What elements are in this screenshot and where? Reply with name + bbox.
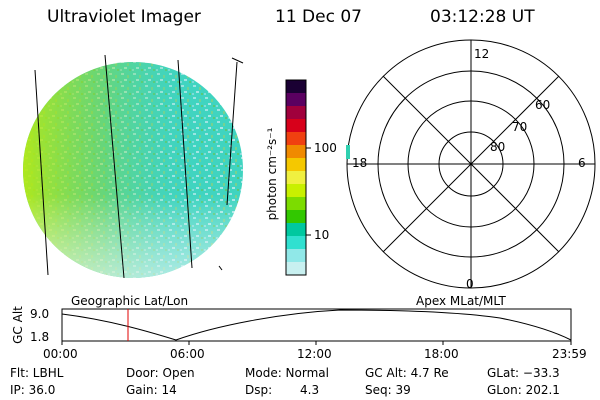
gc-alt-info: GC Alt: 4.7 Re — [365, 366, 449, 380]
y-tick-label: 9.0 — [30, 307, 50, 321]
colorbar-segment — [286, 132, 306, 146]
meridian-line — [177, 59, 193, 269]
timeline-frame — [61, 308, 572, 342]
polar-diagonal — [382, 75, 560, 253]
colorbar-frame — [285, 79, 307, 276]
colorbar-label-10: 10 — [314, 228, 330, 242]
dsp-value: 4.3 — [300, 383, 320, 397]
lat-label-60: 60 — [535, 98, 551, 112]
glon-info: GLon: 202.1 — [487, 383, 560, 397]
door-info: Door: Open — [126, 366, 195, 380]
gc-alt-axis-title: GC Alt — [11, 306, 25, 344]
y-tick-label: 1.8 — [30, 330, 50, 344]
colorbar-label-100: 100 — [314, 141, 337, 155]
lat-label-80: 80 — [490, 140, 506, 154]
meridian-line — [104, 54, 125, 279]
mode-info: Mode: Normal — [245, 366, 329, 380]
meridian-line — [218, 265, 223, 271]
mlt-label-dusk: 18 — [352, 156, 368, 170]
timeline-right-label: Apex MLat/MLT — [416, 294, 506, 308]
x-tick-label: 12:00 — [297, 347, 332, 361]
meridian-line — [226, 61, 238, 206]
colorbar-segment — [286, 119, 306, 133]
uv-disk-image — [23, 54, 244, 279]
colorbar-segment — [286, 223, 306, 237]
gain-info: Gain: 14 — [126, 383, 177, 397]
timeline-left-label: Geographic Lat/Lon — [71, 294, 189, 308]
polar-plot — [346, 39, 596, 289]
x-tick-label: 23:59 — [552, 347, 587, 361]
seq-info: Seq: 39 — [365, 383, 411, 397]
x-tick-label: 06:00 — [170, 347, 205, 361]
colorbar-segment — [286, 171, 306, 185]
colorbar-segment — [286, 249, 306, 263]
filter-info: Flt: LBHL — [10, 366, 64, 380]
lat-label-70: 70 — [512, 120, 528, 134]
colorbar-unit-label: photon cm⁻²s⁻¹ — [265, 127, 279, 221]
instrument-title: Ultraviolet Imager — [47, 7, 201, 27]
date-label: 11 Dec 07 — [275, 7, 362, 27]
time-label: 03:12:28 UT — [430, 7, 535, 27]
x-tick-label: 00:00 — [43, 347, 78, 361]
colorbar-segment — [286, 158, 306, 172]
mlt-label-dawn: 6 — [578, 156, 586, 170]
x-tick-label: 18:00 — [424, 347, 459, 361]
colorbar-segment — [286, 210, 306, 224]
colorbar-segment — [286, 80, 306, 94]
colorbar-segment — [286, 262, 306, 276]
meridian-line — [231, 57, 244, 64]
polar-emission-mark — [346, 145, 350, 159]
colorbar-segment — [286, 145, 306, 159]
glat-info: GLat: −33.3 — [487, 366, 560, 380]
colorbar-segment — [286, 236, 306, 250]
colorbar-segment — [286, 106, 306, 120]
ip-info: IP: 36.0 — [10, 383, 56, 397]
altitude-curve — [61, 309, 572, 341]
mlt-label-midnight: 0 — [466, 277, 474, 291]
colorbar-segment — [286, 93, 306, 107]
dsp-label: Dsp: — [245, 383, 273, 397]
meridian-line — [34, 69, 49, 276]
colorbar — [285, 79, 311, 276]
mlt-label-noon: 12 — [474, 47, 490, 61]
colorbar-segment — [286, 184, 306, 198]
colorbar-segment — [286, 197, 306, 211]
timeline-plot — [61, 308, 572, 345]
